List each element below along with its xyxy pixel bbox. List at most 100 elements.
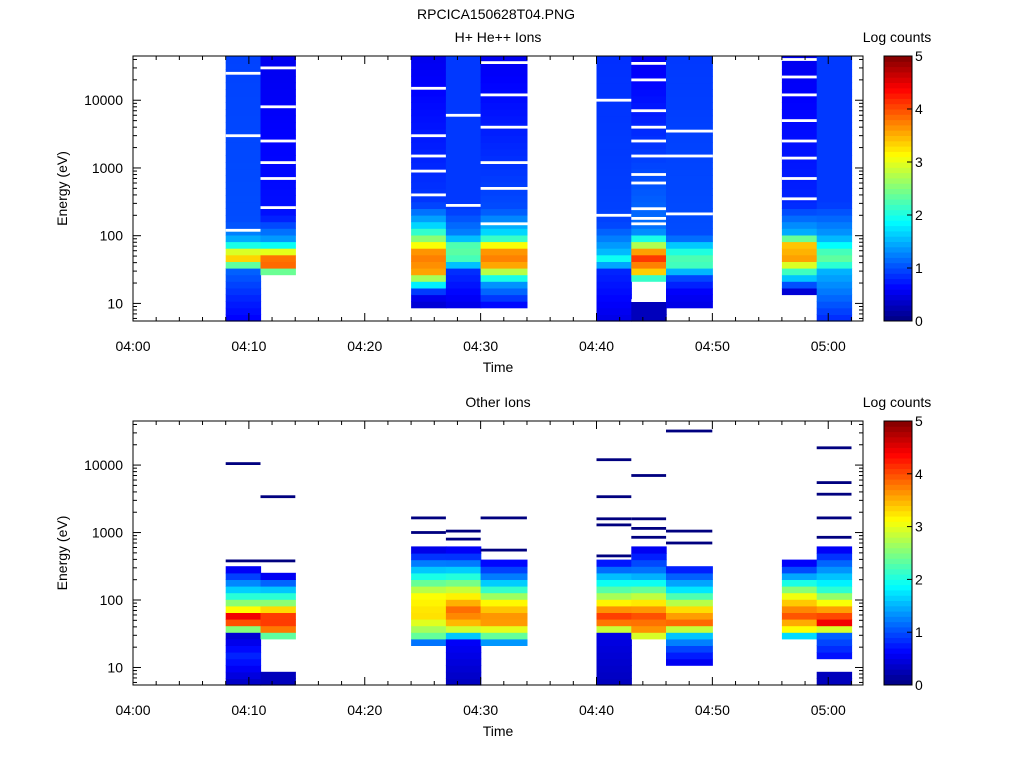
- spectrogram-cell: [225, 82, 262, 90]
- spectrogram-cell: [596, 281, 632, 289]
- spectrogram-line: [666, 429, 713, 433]
- spectrogram-cell: [596, 208, 632, 216]
- spectrogram-cell: [631, 56, 667, 64]
- spectrogram-cell: [411, 572, 447, 580]
- spectrogram-cell: [260, 248, 296, 256]
- spectrogram-cell: [816, 195, 853, 203]
- colorbar-segment: [884, 669, 912, 675]
- spectrogram-cell: [816, 287, 853, 296]
- spectrogram-cell: [411, 241, 447, 249]
- y-tick-label: 10000: [84, 457, 123, 473]
- spectrogram-cell: [816, 553, 853, 561]
- spectrogram-cell: [411, 82, 447, 90]
- spectrogram-cell: [596, 75, 632, 84]
- spectrogram-cell: [225, 109, 262, 117]
- spectrogram-cell: [225, 75, 262, 84]
- spectrogram-cell: [781, 181, 818, 190]
- spectrogram-cell: [666, 142, 713, 150]
- colorbar-segment: [884, 82, 912, 89]
- colorbar-segment: [884, 484, 912, 491]
- spectrogram-cell: [445, 301, 482, 309]
- spectrogram-cell: [480, 228, 528, 236]
- spectrogram-cell: [816, 135, 853, 143]
- spectrogram-gap: [225, 71, 262, 75]
- spectrogram-line: [631, 535, 667, 539]
- spectrogram-cell: [666, 599, 713, 607]
- spectrogram-cell: [411, 195, 447, 203]
- spectrogram-cell: [260, 241, 296, 249]
- spectrogram-cell: [816, 168, 853, 176]
- spectrogram-cell: [260, 56, 296, 64]
- spectrogram-cell: [445, 665, 482, 673]
- x-tick-label: 04:20: [347, 702, 382, 718]
- colorbar-segment: [884, 246, 912, 253]
- spectrogram-cell: [631, 228, 667, 236]
- panel-h-he-ions: H+ He++ Ions 04:00 04:10 04:20 04:30 04:40 04:…: [54, 29, 931, 375]
- spectrogram-cell: [411, 188, 447, 196]
- spectrogram-cell: [260, 221, 296, 229]
- spectrogram-cell: [225, 148, 262, 156]
- colorbar-segment: [884, 452, 912, 459]
- y-tick-label: 100: [100, 228, 124, 244]
- spectrogram-cell: [666, 619, 713, 627]
- colorbar-segment: [884, 204, 912, 211]
- spectrogram-cell: [445, 625, 482, 633]
- colorbar-segment: [884, 61, 912, 68]
- colorbar-segment: [884, 447, 912, 454]
- spectrogram-cell: [445, 115, 482, 123]
- spectrogram-cell: [480, 162, 528, 170]
- spectrogram-cell: [445, 612, 482, 620]
- spectrogram-cell: [816, 254, 853, 262]
- spectrogram-cell: [596, 625, 632, 633]
- spectrogram-cell: [225, 638, 262, 646]
- colorbar-segment: [884, 584, 912, 591]
- spectrogram-cell: [225, 665, 262, 673]
- spectrogram-cell: [445, 122, 482, 130]
- spectrogram-gap: [225, 134, 262, 138]
- spectrogram-cell: [480, 301, 528, 309]
- colorbar-segment: [884, 230, 912, 237]
- spectrogram-cell: [631, 314, 667, 322]
- colorbar-segment: [884, 457, 912, 464]
- spectrogram-cell: [781, 188, 818, 196]
- spectrogram-line: [816, 481, 852, 484]
- colorbar-segment: [884, 526, 912, 533]
- spectrogram-cell: [480, 115, 528, 123]
- spectrogram-cell: [225, 671, 262, 679]
- spectrogram-cell: [480, 605, 528, 613]
- y-tick-label: 100: [100, 592, 124, 608]
- spectrogram-cell: [411, 89, 447, 97]
- spectrogram-gap: [631, 173, 667, 176]
- spectrogram-cell: [445, 221, 482, 229]
- spectrogram-cell: [480, 559, 528, 567]
- spectrogram-cell: [666, 135, 713, 143]
- colorbar-segment: [884, 177, 912, 184]
- spectrogram-cell: [480, 62, 528, 70]
- spectrogram-cell: [260, 142, 296, 150]
- spectrogram-cell: [781, 135, 818, 143]
- spectrogram-cell: [260, 188, 296, 196]
- spectrogram-cell: [596, 652, 632, 660]
- spectrogram-cell: [596, 274, 632, 282]
- spectrogram-line: [411, 531, 446, 534]
- spectrogram-cell: [411, 612, 447, 620]
- spectrogram-gap: [781, 139, 818, 143]
- spectrogram-cell: [631, 109, 667, 117]
- spectrogram-cell: [225, 142, 262, 150]
- spectrogram-cell: [225, 128, 262, 137]
- spectrogram-cell: [596, 658, 632, 666]
- spectrogram-cell: [445, 599, 482, 607]
- spectrogram-cell: [631, 148, 667, 156]
- spectrogram-cell: [781, 287, 818, 296]
- spectrogram-cell: [631, 572, 667, 580]
- spectrogram-cell: [225, 678, 262, 686]
- spectrogram-line: [225, 559, 261, 563]
- spectrogram-cell: [666, 208, 713, 216]
- spectrogram-gap: [781, 156, 818, 160]
- colorbar-segment: [884, 241, 912, 248]
- colorbar-segment: [884, 505, 912, 512]
- spectrogram-cell: [411, 75, 447, 84]
- spectrogram-cell: [480, 274, 528, 282]
- spectrogram-cell: [445, 605, 482, 613]
- spectrogram-cell: [480, 82, 528, 90]
